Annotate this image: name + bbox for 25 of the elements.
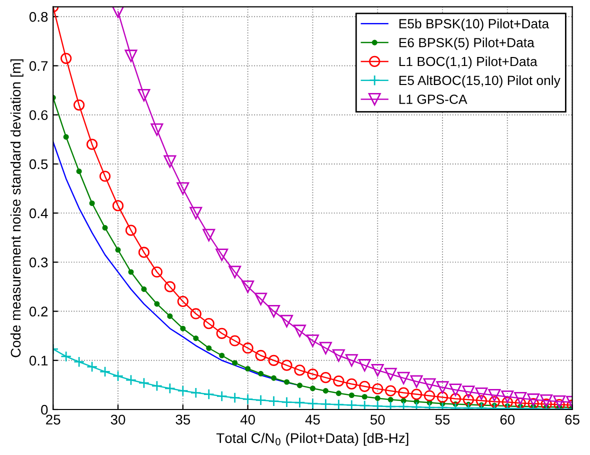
- y-axis-title: Code measurement noise standard deviation [m]: [10, 59, 24, 358]
- y-tick-label: 0: [41, 404, 48, 415]
- x-tick-label: 50: [370, 414, 385, 425]
- y-tick-label: 0.8: [29, 12, 48, 22]
- legend-label: L1 GPS-CA: [399, 94, 468, 104]
- x-tick-label: 60: [500, 414, 515, 425]
- x-tick-label: 65: [565, 414, 580, 425]
- x-tick-label: 30: [110, 414, 126, 425]
- y-tick-label: 0.2: [29, 306, 48, 316]
- legend-label: E5b BPSK(10) Pilot+Data: [399, 18, 550, 31]
- y-tick-label: 0.5: [29, 159, 48, 170]
- y-tick-label: 0.1: [29, 356, 48, 366]
- x-axis-title: Total C/N$_{0}$ (Pilot+Data) [dB-Hz]: [216, 432, 408, 446]
- x-tick-label: 55: [435, 414, 450, 425]
- x-tick-label: 45: [305, 414, 320, 425]
- y-tick-label: 0.7: [29, 61, 48, 71]
- y-tick-label: 0.3: [29, 258, 48, 268]
- legend-label: E6 BPSK(5) Pilot+Data: [399, 38, 534, 50]
- x-tick-label: 35: [176, 414, 190, 425]
- x-tick-label: 40: [240, 414, 255, 425]
- y-tick-label: 0.6: [29, 110, 48, 120]
- legend-label: E5 AltBOC(15,10) Pilot only: [399, 75, 560, 88]
- legend-label: L1 BOC(1,1) Pilot+Data: [399, 56, 538, 69]
- y-tick-label: 0.4: [29, 208, 48, 218]
- x-tick-label: 25: [46, 414, 60, 425]
